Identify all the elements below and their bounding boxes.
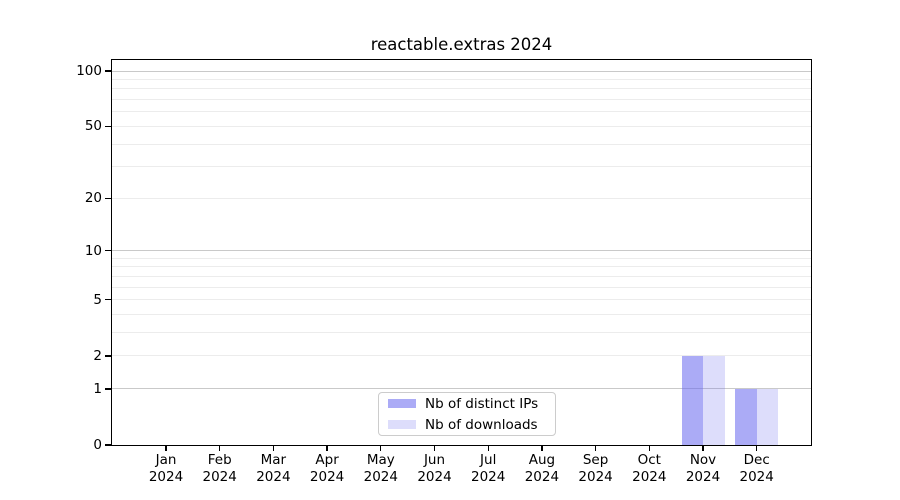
x-axis-tick-label: Jun 2024 — [417, 452, 452, 485]
legend: Nb of distinct IPs Nb of downloads — [378, 392, 556, 436]
legend-swatch-distinct-ips — [388, 399, 416, 408]
gridline-minor — [112, 166, 811, 168]
gridline-minor — [112, 78, 811, 80]
y-axis-tick-label: 0 — [93, 437, 102, 453]
gridline-minor — [112, 355, 811, 357]
x-axis-tick-label: May 2024 — [363, 452, 398, 485]
x-axis-tick-label: Apr 2024 — [309, 452, 345, 485]
legend-label-distinct-ips: Nb of distinct IPs — [425, 395, 539, 412]
gridline-minor — [112, 125, 811, 127]
y-tick-mark — [104, 299, 111, 301]
bar-nb-of-downloads — [703, 355, 725, 445]
gridline-minor — [112, 99, 811, 101]
y-axis-tick-label: 1 — [93, 380, 102, 397]
x-tick-mark — [433, 445, 436, 451]
legend-label-downloads: Nb of downloads — [425, 416, 538, 433]
x-axis-tick-label: Nov 2024 — [685, 452, 721, 485]
gridline-minor — [112, 257, 811, 259]
chart-title: reactable.extras 2024 — [370, 35, 553, 54]
gridline-minor — [112, 275, 811, 277]
x-axis-tick-label: Jan 2024 — [148, 452, 184, 485]
y-axis-tick-label: 5 — [93, 291, 102, 308]
gridline-minor — [112, 286, 811, 288]
legend-swatch-downloads — [388, 420, 416, 429]
y-tick-mark — [104, 125, 111, 128]
y-tick-mark — [104, 388, 111, 390]
x-tick-mark — [272, 445, 275, 451]
x-axis-tick-label: Dec 2024 — [739, 452, 774, 485]
y-axis-tick-label: 10 — [84, 242, 102, 259]
x-axis-tick-label: Feb 2024 — [202, 452, 237, 485]
x-tick-mark — [702, 445, 704, 451]
x-axis-tick-label: Oct 2024 — [632, 452, 667, 485]
gridline-minor — [112, 266, 811, 268]
y-axis-tick-label: 100 — [76, 63, 102, 79]
x-tick-mark — [165, 445, 167, 451]
x-tick-mark — [756, 445, 758, 451]
x-axis-tick-label: Sep 2024 — [578, 452, 613, 485]
legend-row: Nb of distinct IPs — [388, 396, 546, 412]
y-tick-mark — [104, 444, 111, 446]
gridline-minor — [112, 314, 811, 316]
x-tick-mark — [541, 445, 543, 451]
gridline-minor — [112, 332, 811, 334]
x-tick-mark — [594, 445, 597, 451]
plot-area: Nb of distinct IPs Nb of downloads 0 1 2 5 1… — [76, 58, 812, 485]
x-tick-mark — [487, 445, 489, 451]
y-axis-tick-label: 2 — [93, 347, 102, 364]
gridline-minor — [112, 197, 811, 199]
gridline-minor — [112, 143, 811, 145]
x-axis-tick-label: Jul 2024 — [471, 452, 506, 485]
x-tick-mark — [219, 445, 221, 451]
gridline-major — [112, 388, 811, 390]
y-tick-mark — [104, 249, 111, 252]
x-tick-mark — [380, 445, 382, 451]
y-tick-mark — [104, 197, 111, 199]
x-tick-mark — [648, 445, 650, 451]
bar-nb-of-distinct-ips — [681, 355, 703, 445]
y-axis-tick-label: 20 — [84, 190, 102, 207]
gridline-major — [112, 70, 811, 72]
bar-nb-of-distinct-ips — [735, 388, 757, 445]
gridline-minor — [112, 111, 811, 113]
bar-nb-of-downloads — [756, 388, 779, 445]
x-axis-tick-label: Aug 2024 — [524, 452, 560, 485]
gridline-major — [112, 250, 811, 252]
y-tick-mark — [104, 70, 111, 72]
gridline-minor — [112, 88, 811, 90]
x-axis-tick-label: Mar 2024 — [256, 452, 291, 485]
legend-row: Nb of downloads — [388, 417, 546, 433]
y-tick-mark — [104, 355, 111, 357]
gridline-minor — [112, 299, 811, 301]
x-tick-mark — [326, 445, 328, 451]
y-axis-tick-label: 50 — [84, 118, 102, 135]
